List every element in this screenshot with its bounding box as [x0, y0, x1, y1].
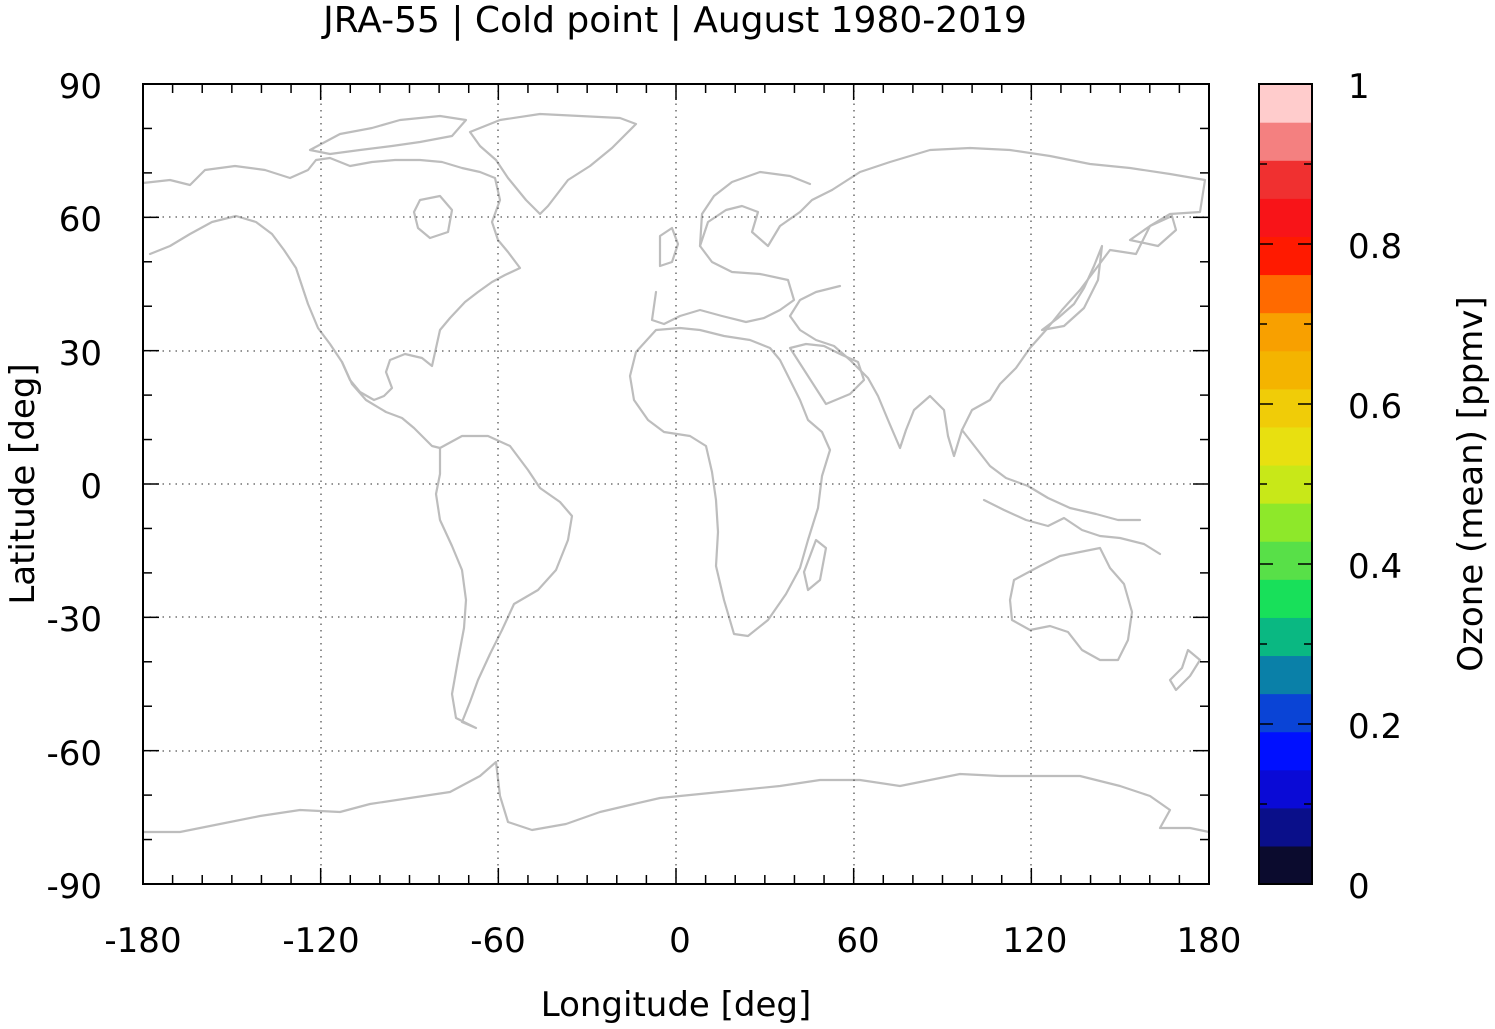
- y-axis-label: Latitude [deg]: [3, 363, 43, 604]
- colorbar-swatch: [1259, 807, 1312, 847]
- colorbar-swatch: [1259, 731, 1312, 771]
- colorbar-tick-label: 0.2: [1348, 707, 1402, 747]
- y-axis: 90 60 30 0 -30 -60 -90 Latitude [deg]: [3, 67, 102, 907]
- coastline-central-america: [340, 360, 442, 450]
- graticule: [143, 84, 1209, 884]
- x-tick-label: -120: [282, 921, 359, 961]
- x-tick-label: 120: [1003, 921, 1068, 961]
- coastline-australia: [1008, 546, 1134, 662]
- colorbar-tick-label: 0.4: [1348, 547, 1402, 587]
- coastline-southeast-asia: [960, 428, 1142, 522]
- coastline-hudson-bay: [412, 194, 454, 240]
- coastline-north-america: [141, 156, 522, 402]
- y-tick-label: 30: [59, 334, 102, 374]
- x-axis-label: Longitude [deg]: [541, 985, 812, 1025]
- coastline-kamchatka: [1128, 214, 1178, 248]
- y-tick-label: 90: [59, 67, 102, 107]
- y-tick-label: 60: [59, 200, 102, 240]
- colorbar-swatch: [1259, 122, 1312, 161]
- x-tick-label: 0: [669, 921, 691, 961]
- colorbar-tick-label: 1: [1348, 67, 1370, 107]
- coastline-scandinavia: [698, 170, 812, 248]
- coastline-africa: [628, 326, 832, 638]
- y-tick-label: -90: [46, 867, 102, 907]
- colorbar-swatch: [1259, 464, 1312, 504]
- x-tick-label: 180: [1177, 921, 1242, 961]
- colorbar-tick-label: 0.8: [1348, 227, 1402, 267]
- x-tick-label: 60: [836, 921, 879, 961]
- coastline-japan: [1040, 244, 1104, 332]
- colorbar-swatch: [1259, 274, 1312, 314]
- colorbar-frame: [1258, 83, 1313, 885]
- y-tick-label: -60: [46, 734, 102, 774]
- coastlines: [141, 112, 1211, 834]
- plot-frame: [142, 83, 1210, 885]
- colorbar-swatches: [1259, 84, 1312, 885]
- colorbar-swatch: [1259, 312, 1312, 352]
- x-axis: -180 -120 -60 0 60 120 180 Longitude [de…: [104, 921, 1241, 1025]
- coastline-british-isles: [658, 226, 680, 268]
- plot-area: [141, 83, 1211, 885]
- colorbar-swatch: [1259, 579, 1312, 618]
- y-tick-label: 0: [80, 467, 102, 507]
- colorbar-swatch: [1259, 236, 1312, 276]
- colorbar-swatch: [1259, 388, 1312, 428]
- colorbar-swatch: [1259, 503, 1312, 542]
- coastline-asia: [788, 146, 1207, 458]
- coastline-indonesia: [982, 498, 1162, 556]
- colorbar-swatch: [1259, 617, 1312, 657]
- colorbar-swatch: [1259, 655, 1312, 695]
- coastline-greenland: [468, 112, 638, 216]
- coastline-new-zealand: [1168, 648, 1202, 692]
- colorbar-label: Ozone (mean) [ppmv]: [1451, 296, 1491, 671]
- colorbar-swatch: [1259, 84, 1312, 123]
- coastline-madagascar: [802, 538, 828, 592]
- colorbar-tick-label: 0.6: [1348, 387, 1402, 427]
- colorbar-swatch: [1259, 693, 1312, 733]
- coastline-antarctica: [141, 760, 1211, 834]
- colorbar-swatch: [1259, 160, 1312, 199]
- y-tick-label: -30: [46, 600, 102, 640]
- coastline-south-america: [434, 434, 574, 730]
- colorbar-swatch: [1259, 845, 1312, 885]
- colorbar-ticks: [1259, 83, 1312, 885]
- map-ticks: [142, 83, 1210, 885]
- coastline-europe: [650, 188, 834, 326]
- colorbar-swatch: [1259, 769, 1312, 809]
- x-tick-label: -60: [470, 921, 526, 961]
- colorbar-swatch: [1259, 426, 1312, 466]
- colorbar-swatch: [1259, 350, 1312, 390]
- colorbar-swatch: [1259, 541, 1312, 580]
- colorbar-tick-label: 0: [1348, 867, 1370, 907]
- colorbar: 0 0.2 0.4 0.6 0.8 1 Ozone (mean) [ppmv]: [1258, 67, 1491, 907]
- colorbar-swatch: [1259, 198, 1312, 237]
- map-title: JRA-55 | Cold point | August 1980-2019: [321, 0, 1027, 41]
- x-tick-label: -180: [104, 921, 181, 961]
- coastline-arctic-islands: [308, 114, 468, 156]
